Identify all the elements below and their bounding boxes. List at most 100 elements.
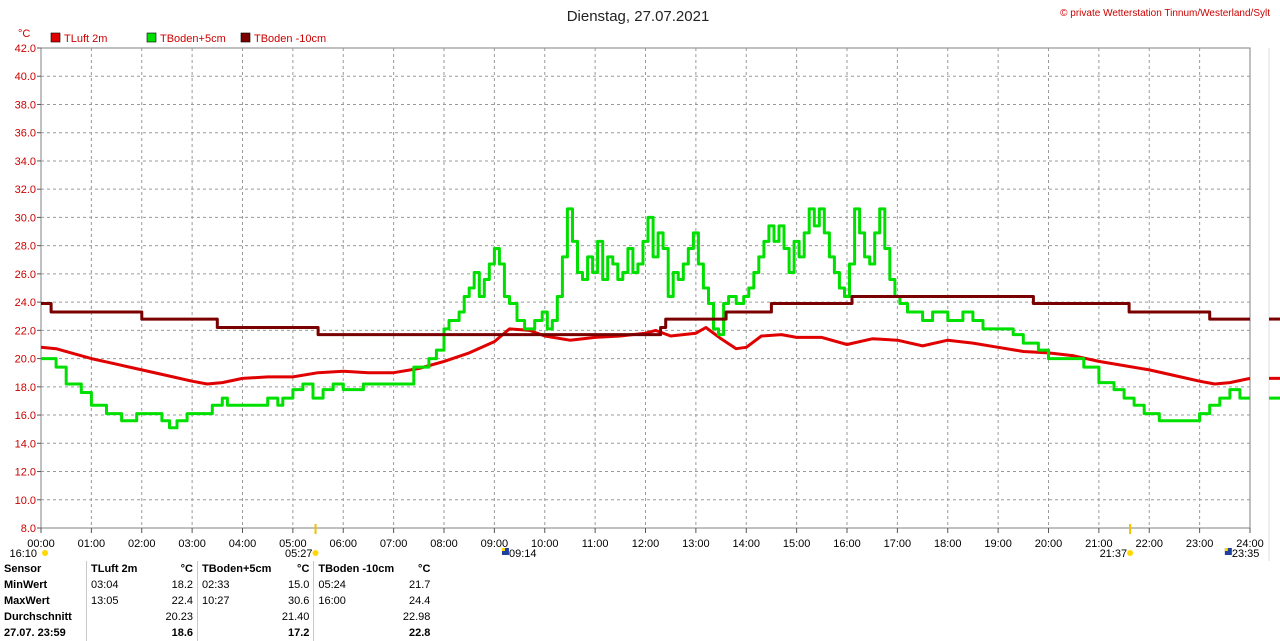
right-edge-markers	[1268, 48, 1280, 561]
x-tick-label: 20:00	[1035, 538, 1063, 550]
stats-cell	[86, 609, 151, 625]
stats-cell: 17.2	[287, 627, 310, 639]
stats-cell: 21.7	[408, 579, 431, 591]
legend-label: TBoden -10cm	[254, 33, 326, 45]
y-tick-label: 28.0	[15, 241, 36, 253]
stats-cell: 22.98	[402, 611, 431, 623]
x-tick-label: 17:00	[884, 538, 912, 550]
y-tick-label: 18.0	[15, 382, 36, 394]
stats-row: MaxWert 13:05 22.4 10:27 30.6 16:00 24.4	[0, 593, 434, 609]
x-tick-label: 13:00	[682, 538, 710, 550]
y-tick-label: 38.0	[15, 99, 36, 111]
y-tick-label: 22.0	[15, 325, 36, 337]
series-lines	[40, 207, 1251, 430]
stats-cell: 24.4	[408, 595, 431, 607]
stats-row: MinWert 03:04 18.2 02:33 15.0 05:24 21.7	[0, 577, 434, 593]
stats-cell: TBoden+5cm	[197, 561, 276, 577]
y-tick-label: 30.0	[15, 212, 36, 224]
stats-cell: 22.4	[171, 595, 193, 607]
y-tick-label: 26.0	[15, 269, 36, 281]
stats-cell	[313, 625, 399, 641]
y-tick-label: 10.0	[15, 495, 36, 507]
stats-cell: °C	[180, 563, 193, 575]
x-tick-label: 19:00	[984, 538, 1012, 550]
stats-cell: Durchschnitt	[4, 611, 72, 623]
stats-cell: TLuft 2m	[86, 561, 151, 577]
stats-cell: 02:33	[197, 577, 276, 593]
series-line-2	[41, 295, 1250, 337]
sun-moon-time: 21:37	[1100, 548, 1128, 560]
moon-icon	[501, 548, 509, 555]
x-tick-label: 14:00	[732, 538, 760, 550]
stats-cell: MinWert	[4, 579, 48, 591]
chart-title: Dienstag, 27.07.2021	[567, 8, 710, 25]
x-tick-label: 02:00	[128, 538, 156, 550]
stats-cell: 16:00	[313, 593, 399, 609]
x-tick-label: 07:00	[380, 538, 408, 550]
y-tick-label: 42.0	[15, 43, 36, 55]
sun-icon	[1127, 550, 1134, 556]
moon-icon	[1224, 548, 1232, 555]
stats-cell	[197, 625, 276, 641]
stats-cell	[86, 625, 151, 641]
y-tick-label: 32.0	[15, 184, 36, 196]
x-tick-label: 15:00	[783, 538, 811, 550]
stats-cell: 10:27	[197, 593, 276, 609]
y-tick-label: 16.0	[15, 410, 36, 422]
moon-icon-highlight	[1224, 548, 1228, 551]
legend-label: TBoden+5cm	[160, 33, 226, 45]
x-axis-ticks: 00:00 01:00 02:00 03:00 04:00 05:00 06:00 07:00…	[27, 528, 1264, 550]
x-tick-label: 12:00	[632, 538, 660, 550]
stats-cell: 27.07. 23:59	[4, 627, 66, 639]
y-tick-label: 34.0	[15, 156, 36, 168]
stats-cell: 05:24	[313, 577, 399, 593]
stats-cell: 18.6	[171, 627, 193, 639]
y-axis-unit: °C	[18, 28, 30, 40]
x-tick-label: 03:00	[178, 538, 206, 550]
sun-moon-time: 16:10	[9, 548, 37, 560]
stats-cell	[313, 609, 399, 625]
stats-cell: MaxWert	[4, 595, 50, 607]
y-tick-label: 12.0	[15, 467, 36, 479]
x-tick-label: 16:00	[833, 538, 861, 550]
stats-header-row: Sensor TLuft 2m °C TBoden+5cm °C TBoden -10cm…	[0, 561, 434, 577]
y-tick-label: 36.0	[15, 128, 36, 140]
temperature-chart: Dienstag, 27.07.2021 © private Wettersta…	[9, 8, 1280, 561]
x-tick-label: 05:00	[279, 538, 307, 550]
current-value-mark	[1269, 317, 1280, 321]
x-tick-label: 10:00	[531, 538, 559, 550]
x-tick-label: 22:00	[1135, 538, 1163, 550]
grid	[40, 47, 1251, 529]
x-tick-label: 11:00	[582, 538, 609, 550]
stats-cell: 20.23	[165, 611, 193, 623]
current-value-mark	[1269, 376, 1280, 380]
x-tick-label: 24:00	[1236, 538, 1264, 550]
legend-swatch	[50, 32, 61, 43]
legend: TLuft 2m TBoden+5cm TBoden -10cm	[50, 32, 326, 45]
x-tick-label: 09:00	[481, 538, 509, 550]
x-tick-label: 06:00	[329, 538, 357, 550]
stats-cell: 18.2	[171, 579, 193, 591]
x-tick-label: 23:00	[1186, 538, 1214, 550]
y-tick-label: 14.0	[15, 438, 36, 450]
y-tick-label: 8.0	[21, 523, 36, 535]
stats-cell: TBoden -10cm	[313, 561, 399, 577]
x-tick-label: 04:00	[229, 538, 257, 550]
sun-moon-markers: 16:10 05:27 09:14 21:37 23:35	[9, 524, 1259, 560]
stats-cell: 30.6	[287, 595, 310, 607]
stats-panel: Sensor TLuft 2m °C TBoden+5cm °C TBoden -10cm…	[0, 561, 434, 641]
x-tick-label: 18:00	[934, 538, 962, 550]
stats-cell: °C	[418, 563, 431, 575]
legend-swatch	[240, 32, 251, 43]
stats-cell: 21.40	[281, 611, 310, 623]
sun-moon-time: 09:14	[509, 548, 537, 560]
stats-cell: Sensor	[4, 563, 42, 575]
y-tick-label: 24.0	[15, 297, 36, 309]
stats-cell: 13:05	[86, 593, 151, 609]
stats-cell: 03:04	[86, 577, 151, 593]
stats-header-row: 27.07. 23:59 18.6 17.2 22.8	[0, 625, 434, 641]
current-value-mark	[1269, 396, 1280, 400]
stats-cell: °C	[297, 563, 310, 575]
stats-cell: 15.0	[287, 579, 310, 591]
legend-label: TLuft 2m	[64, 33, 107, 45]
